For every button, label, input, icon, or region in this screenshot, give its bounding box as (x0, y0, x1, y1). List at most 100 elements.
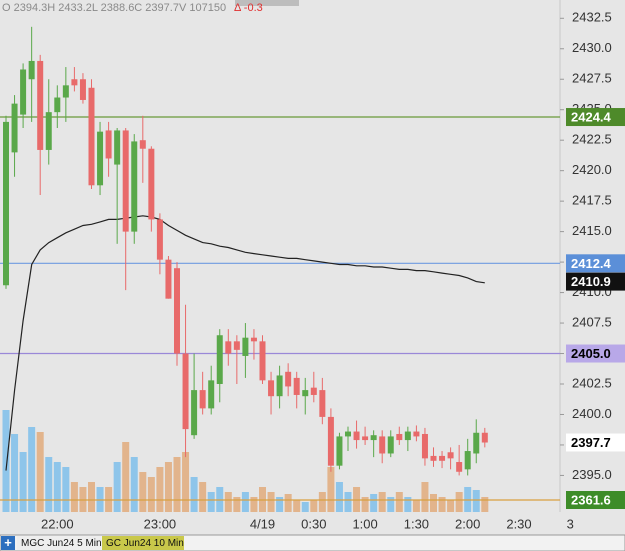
volume-bar (472, 490, 480, 512)
tab[interactable] (102, 536, 184, 550)
volume-bar (147, 477, 155, 512)
candle-body (174, 268, 180, 354)
volume-bar (62, 467, 70, 512)
candle-body (88, 87, 95, 186)
candle-body (131, 141, 138, 232)
volume-bar (70, 482, 78, 512)
candle-body (148, 148, 155, 220)
x-tick-label: 4/19 (250, 516, 275, 531)
tab-label[interactable]: GC Jun24 10 Min (106, 538, 184, 549)
candle-body (404, 431, 411, 441)
y-tick-label: 2422.5 (572, 132, 612, 147)
top-tab[interactable] (235, 0, 299, 6)
candle-body (54, 97, 61, 113)
candle-body (362, 436, 369, 441)
volume-bar (113, 462, 121, 512)
volume-bar (447, 500, 455, 512)
volume-bar (122, 442, 130, 512)
candle-body (464, 451, 471, 470)
price-tag (566, 272, 625, 291)
volume-bar (241, 492, 249, 512)
price-tag-label: 2361.6 (571, 492, 611, 507)
candle-body (421, 433, 428, 459)
volume-bar (455, 492, 463, 512)
candle-body (242, 337, 249, 356)
volume-bar (421, 482, 429, 512)
y-tick-label: 2427.5 (572, 71, 612, 86)
candle-body (191, 390, 198, 436)
volume-bar (327, 467, 335, 512)
volume-bar (284, 494, 292, 512)
candle-body (396, 433, 403, 441)
volume-bar (2, 410, 10, 512)
tab-label[interactable]: MGC Jun24 5 Min (21, 538, 102, 549)
volume-bar (11, 434, 19, 512)
volume-bar (156, 467, 164, 512)
candle-body (430, 455, 437, 461)
candle-body (413, 431, 420, 437)
price-tag-label: 2405.0 (571, 346, 611, 361)
candle-body (79, 79, 86, 100)
candle-body (20, 69, 27, 115)
candle-body (285, 371, 292, 387)
volume-bar (28, 427, 36, 512)
y-tick-label: 2407.5 (572, 314, 612, 329)
candle-body (225, 341, 232, 354)
volume-bar (36, 432, 44, 512)
x-tick-label: 3 (567, 516, 574, 531)
candle-body (447, 452, 454, 459)
ohlcv-header: O 2394.3H 2433.2L 2388.6C 2397.7V 107150 (2, 2, 226, 14)
x-tick-label: 22:00 (41, 516, 74, 531)
volume-bar (310, 500, 318, 512)
candle-body (250, 337, 257, 342)
price-tag-label: 2410.9 (571, 274, 611, 289)
volume-bar (361, 497, 369, 512)
candle-body (208, 380, 215, 409)
candle-body (353, 431, 360, 441)
candle-body (182, 353, 189, 430)
candle-body (37, 60, 44, 150)
price-tag (566, 344, 625, 363)
volume-bar (233, 497, 241, 512)
x-tick-label: 23:00 (144, 516, 177, 531)
candle-body (165, 259, 172, 299)
volume-bar (224, 492, 232, 512)
candle-body (336, 436, 343, 466)
candle-body (268, 380, 275, 397)
x-tick-label: 1:00 (352, 516, 377, 531)
add-button[interactable] (1, 536, 15, 550)
price-tag-label: 2424.4 (571, 109, 612, 124)
candle-body (302, 390, 309, 397)
candle-body (122, 130, 129, 232)
change-header: Δ -0.3 (234, 2, 263, 14)
candle-body (481, 432, 488, 443)
candle-body (370, 435, 377, 441)
tab[interactable] (17, 536, 101, 550)
x-tick-label: 2:00 (455, 516, 480, 531)
volume-bar (344, 492, 352, 512)
volume-bar (139, 472, 147, 512)
volume-bar (404, 497, 412, 512)
y-tick-label: 2420.0 (572, 162, 612, 177)
volume-bar (318, 492, 326, 512)
candle-body (473, 432, 480, 454)
candle-body (216, 335, 223, 384)
volume-bar (173, 457, 181, 512)
volume-bar (293, 500, 301, 512)
price-tag (566, 254, 625, 273)
volume-bar (45, 457, 53, 512)
candle-body (345, 431, 351, 437)
y-tick-label: 2430.0 (572, 40, 612, 55)
candle-body (45, 112, 52, 150)
volume-bar (88, 482, 95, 512)
y-tick-label: 2402.5 (572, 375, 612, 390)
plot: 2395.02397.52400.02402.52405.02407.52410… (0, 10, 625, 531)
volume-bar (430, 494, 437, 512)
volume-bar (276, 497, 284, 512)
y-tick-label: 2395.0 (572, 467, 612, 482)
candle-body (387, 436, 394, 454)
add-icon: + (4, 535, 12, 550)
